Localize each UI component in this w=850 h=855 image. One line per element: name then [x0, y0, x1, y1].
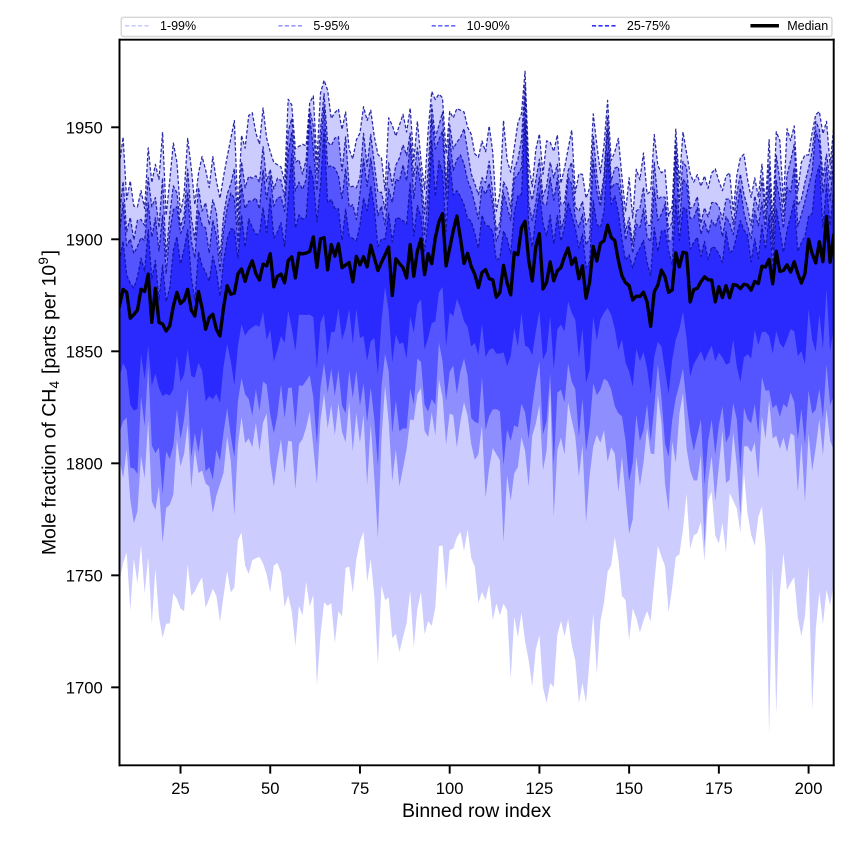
svg-text:Median: Median — [787, 19, 828, 33]
svg-text:1750: 1750 — [66, 566, 103, 585]
svg-text:125: 125 — [526, 779, 554, 798]
svg-text:1950: 1950 — [66, 118, 103, 137]
svg-text:200: 200 — [795, 779, 823, 798]
svg-text:5-95%: 5-95% — [313, 19, 349, 33]
svg-text:1850: 1850 — [66, 342, 103, 361]
svg-text:50: 50 — [261, 779, 280, 798]
svg-text:Binned row index: Binned row index — [402, 800, 551, 822]
svg-text:25: 25 — [171, 779, 190, 798]
svg-text:175: 175 — [705, 779, 733, 798]
svg-text:1-99%: 1-99% — [160, 19, 196, 33]
svg-text:1700: 1700 — [66, 678, 103, 697]
svg-text:150: 150 — [615, 779, 643, 798]
svg-text:10-90%: 10-90% — [467, 19, 510, 33]
svg-text:100: 100 — [436, 779, 464, 798]
svg-text:75: 75 — [351, 779, 370, 798]
svg-text:25-75%: 25-75% — [627, 19, 670, 33]
svg-text:1800: 1800 — [66, 454, 103, 473]
svg-text:M o l e: M o l e f r a c t i o n o f C H [ p a — [36, 244, 64, 555]
svg-text:1900: 1900 — [66, 230, 103, 249]
